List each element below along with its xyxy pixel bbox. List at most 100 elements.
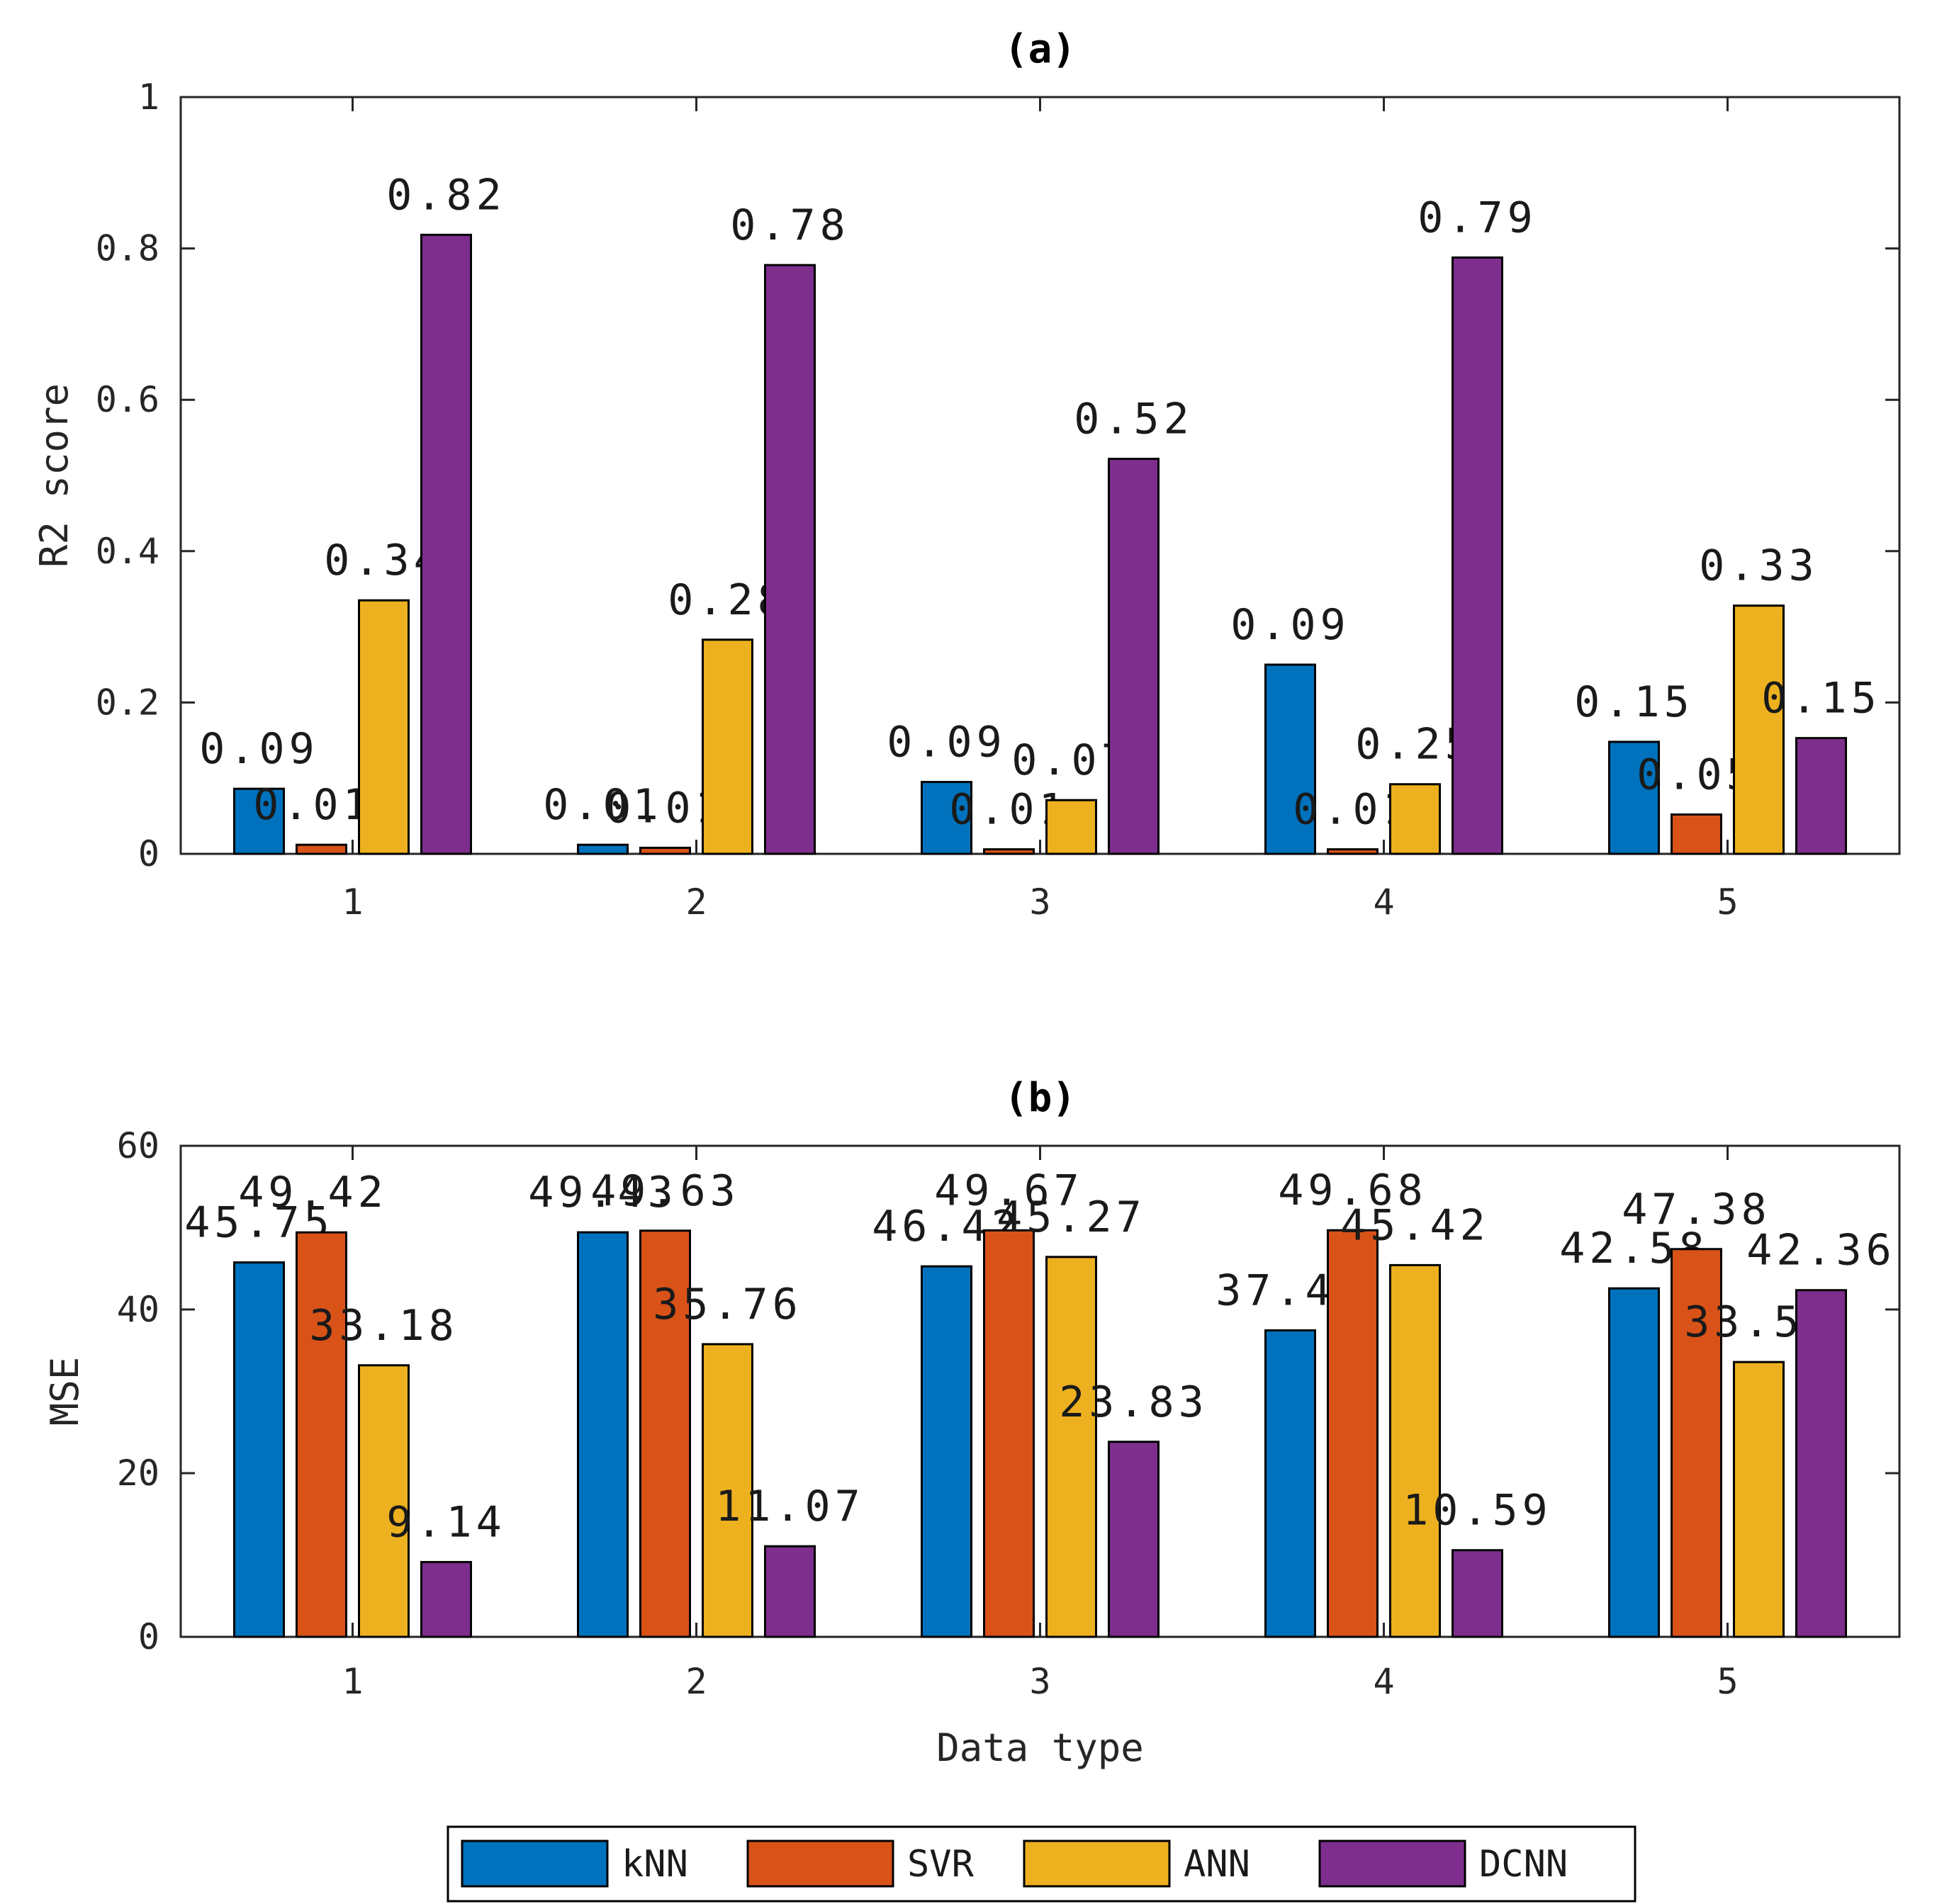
y-axis-label: R2 score: [32, 383, 77, 568]
legend-swatch-ann: [1023, 1840, 1171, 1888]
data-label: 10.59: [1403, 1486, 1552, 1536]
y-tick-label: 40: [117, 1289, 159, 1330]
bar-dcnn: [764, 264, 816, 855]
x-tick-label: 5: [1717, 881, 1738, 923]
y-tick-label: 0.2: [96, 682, 159, 723]
data-label: 0.09: [1230, 600, 1350, 650]
x-tick-label: 4: [1373, 881, 1394, 923]
bar-dcnn: [1108, 458, 1160, 855]
bar-dcnn: [1795, 737, 1847, 855]
data-label: 35.76: [653, 1280, 802, 1329]
bar-ann: [358, 1364, 410, 1638]
data-label: 0.01: [543, 780, 663, 830]
data-label: 0.28: [668, 575, 787, 625]
x-tick-label: 2: [685, 1661, 707, 1702]
bar-svr: [1671, 1248, 1722, 1638]
data-label: 0.07: [1011, 736, 1131, 785]
bar-ann: [702, 638, 753, 855]
bar-dcnn: [420, 1560, 472, 1638]
bar-ann: [358, 599, 410, 855]
data-label: 33.18: [309, 1301, 459, 1351]
data-label: 9.14: [386, 1497, 506, 1547]
legend-swatch-dcnn: [1318, 1840, 1466, 1888]
data-label: 0.01: [253, 780, 373, 830]
data-label: 49.42: [238, 1168, 388, 1217]
bar-dcnn: [1108, 1441, 1160, 1638]
bar-knn: [1264, 1329, 1316, 1638]
data-label: 0.15: [1574, 677, 1694, 727]
data-label: 0.82: [386, 170, 506, 220]
data-label: 0.25: [1355, 720, 1475, 770]
legend: kNN SVR ANN DCNN: [447, 1825, 1636, 1903]
data-label: 45.42: [1340, 1200, 1490, 1250]
bar-dcnn: [764, 1545, 816, 1638]
bar-ann: [1045, 799, 1097, 855]
bar-svr: [983, 848, 1035, 855]
bar-knn: [577, 843, 629, 855]
data-label: 0.79: [1417, 193, 1537, 242]
bar-dcnn: [1795, 1289, 1847, 1638]
y-axis-label: MSE: [43, 1357, 87, 1426]
y-tick-label: 0: [138, 1616, 159, 1657]
legend-label-dcnn: DCNN: [1479, 1843, 1568, 1886]
bar-knn: [233, 787, 285, 855]
bar-svr: [639, 846, 691, 855]
legend-label-knn: kNN: [622, 1843, 688, 1886]
bar-knn: [233, 1261, 285, 1638]
bar-knn: [1264, 663, 1316, 855]
bar-dcnn: [420, 233, 472, 855]
x-axis-label: Data type: [936, 1725, 1144, 1770]
data-label: 0.15: [1761, 674, 1881, 723]
data-label: 49.68: [1278, 1166, 1427, 1215]
x-tick-label: 3: [1029, 1661, 1050, 1702]
bar-ann: [1733, 1361, 1785, 1638]
bar-svr: [983, 1229, 1035, 1638]
x-tick-label: 3: [1029, 881, 1050, 923]
data-label: 0.09: [199, 724, 319, 774]
data-label: 0.01: [605, 783, 725, 833]
data-label: 0.05: [1636, 750, 1756, 799]
y-tick-label: 60: [117, 1125, 159, 1166]
y-tick-label: 20: [117, 1453, 159, 1494]
data-label: 11.07: [715, 1482, 865, 1531]
bar-svr: [296, 1231, 347, 1638]
bar-ann: [1045, 1256, 1097, 1638]
data-label: 0.52: [1074, 395, 1194, 444]
bar-ann: [702, 1343, 753, 1638]
data-label: 49.63: [590, 1166, 740, 1216]
bar-knn: [921, 1265, 972, 1638]
bar-ann: [1389, 1263, 1441, 1638]
legend-label-svr: SVR: [907, 1843, 975, 1886]
x-tick-label: 4: [1373, 1661, 1394, 1702]
bar-ann: [1733, 604, 1785, 855]
y-tick-label: 1: [138, 77, 159, 118]
legend-swatch-knn: [461, 1840, 609, 1888]
data-label: 0.78: [730, 201, 850, 250]
bar-svr: [1327, 848, 1379, 855]
chart-title: (b): [1004, 1075, 1076, 1121]
bar-knn: [921, 781, 972, 855]
data-label: 42.36: [1746, 1226, 1896, 1275]
data-label: 47.38: [1622, 1185, 1771, 1234]
bar-dcnn: [1452, 1549, 1503, 1638]
chart-a: (a)00.20.40.60.811 2 3 4 5R2 score0.090.010.…: [32, 26, 1901, 923]
bar-knn: [577, 1231, 629, 1638]
bar-knn: [1608, 1287, 1660, 1638]
data-label: 0.01: [1293, 785, 1413, 835]
chart-title: (a): [1004, 26, 1076, 72]
data-label: 23.83: [1059, 1378, 1208, 1427]
bar-svr: [1327, 1229, 1379, 1638]
data-label: 0.01: [949, 785, 1069, 835]
bar-dcnn: [1452, 256, 1503, 855]
x-tick-label: 2: [685, 881, 707, 923]
data-label: 49.67: [934, 1166, 1084, 1215]
data-label: 45.27: [996, 1193, 1146, 1242]
y-tick-label: 0.6: [96, 379, 159, 420]
data-label: 0.34: [324, 536, 444, 585]
bar-svr: [296, 843, 347, 855]
x-tick-label: 1: [342, 881, 363, 923]
y-tick-label: 0.4: [96, 531, 159, 572]
bar-svr: [639, 1229, 691, 1638]
bar-knn: [1608, 740, 1660, 855]
bar-ann: [1389, 783, 1441, 855]
